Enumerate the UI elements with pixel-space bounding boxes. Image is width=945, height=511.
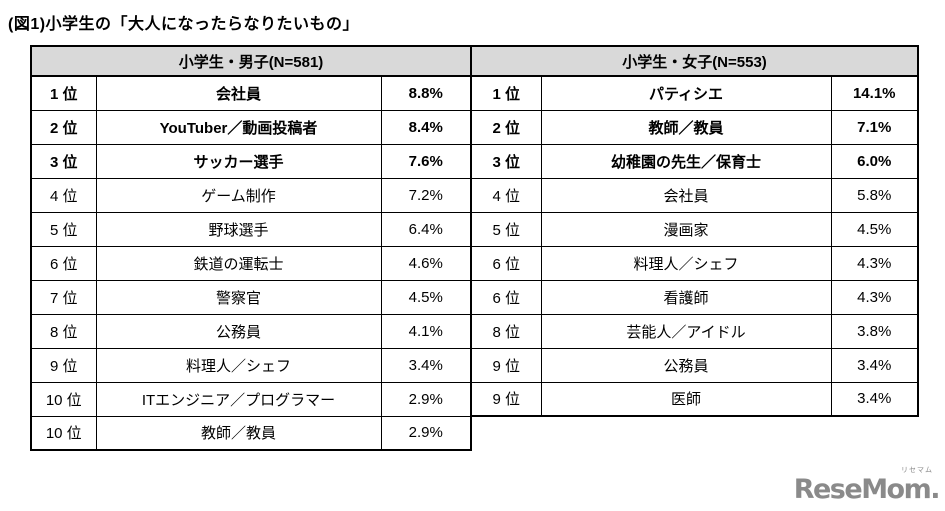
rank-cell: 1 位 (30, 75, 97, 111)
logo-wordmark: ReseMom. (793, 474, 941, 505)
percent-cell: 6.4% (380, 211, 472, 247)
job-cell: 鉄道の運転士 (95, 245, 382, 281)
job-cell: 幼稚園の先生／保育士 (540, 143, 832, 179)
table-row: 4 位ゲーム制作 7.2% (30, 177, 472, 213)
rank-cell: 6 位 (470, 245, 542, 281)
percent-cell: 8.4% (380, 109, 472, 145)
rank-cell: 3 位 (470, 143, 542, 179)
percent-cell: 8.8% (380, 75, 472, 111)
table-body-boys: 1 位会社員 8.8% 2 位 YouTuber／動画投稿者 8.4% 3 位サッカー選手… (30, 75, 472, 451)
job-cell: サッカー選手 (95, 143, 382, 179)
table-row: 6 位料理人／シェフ 4.3% (470, 245, 919, 281)
logo-ruby-text: リセマム (901, 467, 933, 474)
job-cell: 会社員 (95, 75, 382, 111)
percent-cell: 2.9% (380, 415, 472, 451)
table-header-boys: 小学生・男子(N=581) (30, 45, 472, 77)
job-cell: 看護師 (540, 279, 832, 315)
table-row: 10 位 ITエンジニア／プログラマー 2.9% (30, 381, 472, 417)
percent-cell: 4.1% (380, 313, 472, 349)
percent-cell: 14.1% (830, 75, 919, 111)
table-header-row: 小学生・女子(N=553) (470, 45, 919, 77)
percent-cell: 4.3% (830, 279, 919, 315)
rank-cell: 2 位 (470, 109, 542, 145)
job-cell: YouTuber／動画投稿者 (95, 109, 382, 145)
page-title: (図1)小学生の「大人になったらなりたいもの」 (8, 16, 360, 33)
rank-cell: 4 位 (30, 177, 97, 213)
table-row: 8 位芸能人／アイドル 3.8% (470, 313, 919, 349)
rank-cell: 9 位 (30, 347, 97, 383)
percent-cell: 6.0% (830, 143, 919, 179)
job-cell: 野球選手 (95, 211, 382, 247)
table-header-row: 小学生・男子(N=581) (30, 45, 472, 77)
table-header-girls: 小学生・女子(N=553) (470, 45, 919, 77)
rank-cell: 10 位 (30, 415, 97, 451)
rank-cell: 3 位 (30, 143, 97, 179)
table-row: 9 位料理人／シェフ 3.4% (30, 347, 472, 383)
job-cell: 漫画家 (540, 211, 832, 247)
resemom-logo: リセマム ReseMom. (794, 467, 941, 503)
percent-cell: 5.8% (830, 177, 919, 213)
rank-cell: 9 位 (470, 381, 542, 417)
table-body-girls: 1 位パティシエ 14.1% 2 位教師／教員 7.1% 3 位幼稚園の先生／保育士 6.… (470, 75, 919, 417)
rank-cell: 8 位 (30, 313, 97, 349)
rank-cell: 4 位 (470, 177, 542, 213)
table-row: 1 位パティシエ 14.1% (470, 75, 919, 111)
job-cell: 公務員 (95, 313, 382, 349)
table-row: 5 位漫画家 4.5% (470, 211, 919, 247)
rank-cell: 7 位 (30, 279, 97, 315)
rank-cell: 8 位 (470, 313, 542, 349)
percent-cell: 4.6% (380, 245, 472, 281)
percent-cell: 4.5% (830, 211, 919, 247)
percent-cell: 4.5% (380, 279, 472, 315)
rank-cell: 9 位 (470, 347, 542, 383)
table-row: 3 位サッカー選手 7.6% (30, 143, 472, 179)
table-row: 6 位鉄道の運転士 4.6% (30, 245, 472, 281)
rank-cell: 1 位 (470, 75, 542, 111)
job-cell: 医師 (540, 381, 832, 417)
rank-cell: 5 位 (470, 211, 542, 247)
table-row: 2 位 YouTuber／動画投稿者 8.4% (30, 109, 472, 145)
table-row: 6 位看護師 4.3% (470, 279, 919, 315)
ranking-table-girls: 小学生・女子(N=553) 1 位パティシエ 14.1% 2 位教師／教員 7.1% 3… (470, 45, 919, 417)
table-row: 8 位公務員 4.1% (30, 313, 472, 349)
rank-cell: 6 位 (30, 245, 97, 281)
job-cell: 芸能人／アイドル (540, 313, 832, 349)
table-row: 4 位会社員 5.8% (470, 177, 919, 213)
ranking-tables: 小学生・男子(N=581) 1 位会社員 8.8% 2 位 YouTuber／動画投稿… (30, 45, 919, 451)
table-row: 7 位警察官 4.5% (30, 279, 472, 315)
percent-cell: 7.1% (830, 109, 919, 145)
job-cell: 教師／教員 (95, 415, 382, 451)
table-row: 10 位教師／教員 2.9% (30, 415, 472, 451)
rank-cell: 5 位 (30, 211, 97, 247)
percent-cell: 4.3% (830, 245, 919, 281)
job-cell: ITエンジニア／プログラマー (95, 381, 382, 417)
table-row: 1 位会社員 8.8% (30, 75, 472, 111)
job-cell: 会社員 (540, 177, 832, 213)
table-row: 5 位野球選手 6.4% (30, 211, 472, 247)
percent-cell: 7.2% (380, 177, 472, 213)
job-cell: ゲーム制作 (95, 177, 382, 213)
table-row: 3 位幼稚園の先生／保育士 6.0% (470, 143, 919, 179)
rank-cell: 2 位 (30, 109, 97, 145)
percent-cell: 2.9% (380, 381, 472, 417)
ranking-table-boys: 小学生・男子(N=581) 1 位会社員 8.8% 2 位 YouTuber／動画投稿… (30, 45, 472, 451)
job-cell: パティシエ (540, 75, 832, 111)
job-cell: 料理人／シェフ (540, 245, 832, 281)
job-cell: 料理人／シェフ (95, 347, 382, 383)
rank-cell: 6 位 (470, 279, 542, 315)
percent-cell: 3.4% (830, 381, 919, 417)
table-row: 9 位公務員 3.4% (470, 347, 919, 383)
job-cell: 警察官 (95, 279, 382, 315)
rank-cell: 10 位 (30, 381, 97, 417)
table-row: 2 位教師／教員 7.1% (470, 109, 919, 145)
percent-cell: 3.4% (380, 347, 472, 383)
percent-cell: 3.8% (830, 313, 919, 349)
percent-cell: 7.6% (380, 143, 472, 179)
percent-cell: 3.4% (830, 347, 919, 383)
job-cell: 公務員 (540, 347, 832, 383)
job-cell: 教師／教員 (540, 109, 832, 145)
table-row: 9 位医師 3.4% (470, 381, 919, 417)
